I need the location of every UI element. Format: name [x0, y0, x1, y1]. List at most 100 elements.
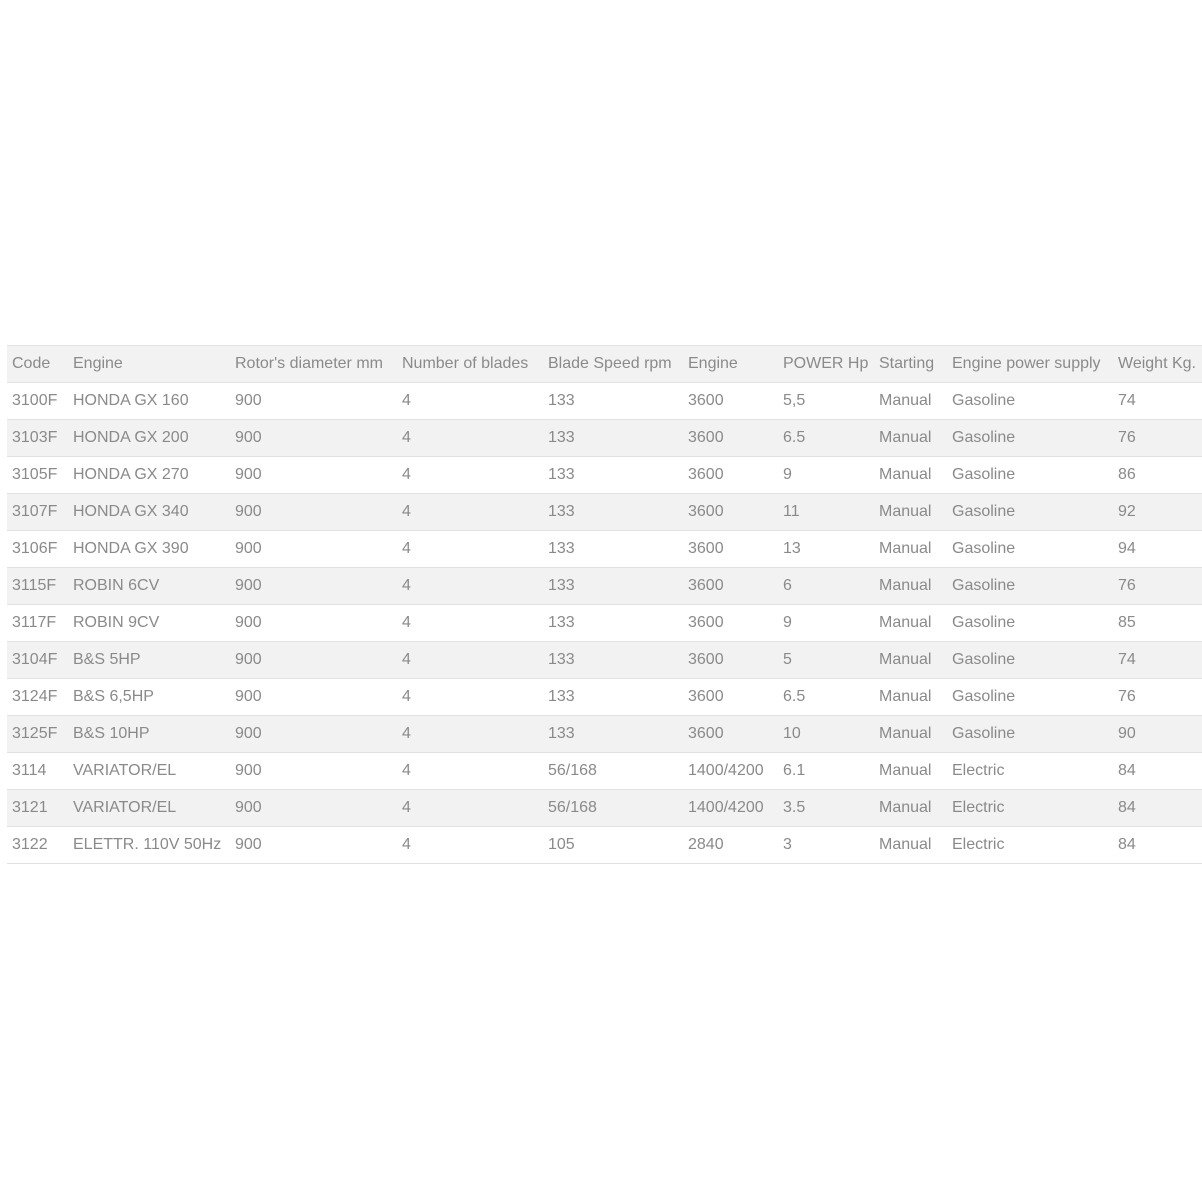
table-cell: 3115F — [7, 567, 68, 605]
table-cell: 3600 — [683, 530, 778, 568]
table-cell: 4 — [397, 567, 543, 605]
table-cell: HONDA GX 200 — [68, 419, 230, 457]
table-cell: 4 — [397, 678, 543, 716]
table-cell: 3124F — [7, 678, 68, 716]
table-cell: 133 — [543, 419, 683, 457]
column-header: Weight Kg. — [1113, 345, 1202, 383]
table-cell: 4 — [397, 826, 543, 864]
specifications-table: Code Engine Rotor's diameter mm Number of b… — [7, 345, 1202, 864]
table-cell: 3105F — [7, 456, 68, 494]
header-row: Code Engine Rotor's diameter mm Number of b… — [7, 345, 1202, 383]
table-cell: HONDA GX 270 — [68, 456, 230, 494]
table-cell: Gasoline — [947, 382, 1113, 420]
table-cell: Manual — [874, 567, 947, 605]
table-cell: Gasoline — [947, 456, 1113, 494]
table-cell: 133 — [543, 641, 683, 679]
table-cell: 4 — [397, 604, 543, 642]
table-cell: 74 — [1113, 382, 1202, 420]
table-cell: 3600 — [683, 678, 778, 716]
table-cell: HONDA GX 390 — [68, 530, 230, 568]
column-header: Code — [7, 345, 68, 383]
table-cell: 1400/4200 — [683, 752, 778, 790]
table-cell: 3600 — [683, 715, 778, 753]
table-cell: 3600 — [683, 419, 778, 457]
table-cell: Manual — [874, 604, 947, 642]
table-cell: 900 — [230, 567, 397, 605]
table-cell: 6.5 — [778, 419, 874, 457]
table-cell: Manual — [874, 641, 947, 679]
table-cell: 3114 — [7, 752, 68, 790]
table-cell: 133 — [543, 604, 683, 642]
column-header: Number of blades — [397, 345, 543, 383]
table-cell: Gasoline — [947, 567, 1113, 605]
table-cell: ELETTR. 110V 50Hz — [68, 826, 230, 864]
table-cell: 9 — [778, 604, 874, 642]
table-cell: 4 — [397, 456, 543, 494]
table-cell: 92 — [1113, 493, 1202, 531]
table-cell: 3125F — [7, 715, 68, 753]
table-cell: Manual — [874, 493, 947, 531]
table-cell: 900 — [230, 419, 397, 457]
table-row: 3121 VARIATOR/EL 900 4 56/168 1400/4200 3.5 Man… — [7, 789, 1202, 827]
table-row: 3115F ROBIN 6CV 900 4 133 3600 6 Manual Gasoline… — [7, 567, 1202, 605]
table-cell: 900 — [230, 530, 397, 568]
table-cell: 74 — [1113, 641, 1202, 679]
table-cell: 105 — [543, 826, 683, 864]
table-cell: 133 — [543, 715, 683, 753]
table-cell: Manual — [874, 382, 947, 420]
table-cell: ROBIN 6CV — [68, 567, 230, 605]
table-cell: 6.1 — [778, 752, 874, 790]
table-cell: 56/168 — [543, 789, 683, 827]
table-cell: Manual — [874, 419, 947, 457]
table-cell: 900 — [230, 678, 397, 716]
table-cell: 900 — [230, 641, 397, 679]
table-cell: 4 — [397, 493, 543, 531]
table-cell: 900 — [230, 715, 397, 753]
table-cell: Gasoline — [947, 715, 1113, 753]
table-cell: 6.5 — [778, 678, 874, 716]
table-cell: 900 — [230, 826, 397, 864]
table-cell: Electric — [947, 752, 1113, 790]
table-row: 3122 ELETTR. 110V 50Hz 900 4 105 2840 3 Manual E… — [7, 826, 1202, 864]
table-cell: 3600 — [683, 493, 778, 531]
table-cell: Manual — [874, 530, 947, 568]
table-cell: Gasoline — [947, 641, 1113, 679]
table-cell: ROBIN 9CV — [68, 604, 230, 642]
table-cell: 3103F — [7, 419, 68, 457]
table-cell: 5 — [778, 641, 874, 679]
table-cell: 3122 — [7, 826, 68, 864]
table-cell: 1400/4200 — [683, 789, 778, 827]
table-cell: Manual — [874, 789, 947, 827]
table-cell: 4 — [397, 382, 543, 420]
column-header: Engine — [683, 345, 778, 383]
table-cell: 76 — [1113, 678, 1202, 716]
table-cell: 3.5 — [778, 789, 874, 827]
table-cell: 4 — [397, 641, 543, 679]
table-cell: 3600 — [683, 641, 778, 679]
table-cell: 76 — [1113, 567, 1202, 605]
table-row: 3117F ROBIN 9CV 900 4 133 3600 9 Manual Gasoline… — [7, 604, 1202, 642]
table-cell: Manual — [874, 456, 947, 494]
table-cell: 84 — [1113, 752, 1202, 790]
table-row: 3105F HONDA GX 270 900 4 133 3600 9 Manual Gasol… — [7, 456, 1202, 494]
table-cell: 900 — [230, 789, 397, 827]
table-cell: VARIATOR/EL — [68, 752, 230, 790]
table-cell: B&S 10HP — [68, 715, 230, 753]
table-cell: 94 — [1113, 530, 1202, 568]
table-cell: Electric — [947, 826, 1113, 864]
column-header: Engine — [68, 345, 230, 383]
column-header: Rotor's diameter mm — [230, 345, 397, 383]
table-cell: 2840 — [683, 826, 778, 864]
table-row: 3103F HONDA GX 200 900 4 133 3600 6.5 Manual Gas… — [7, 419, 1202, 457]
table-cell: 11 — [778, 493, 874, 531]
table-cell: Gasoline — [947, 493, 1113, 531]
table-cell: Electric — [947, 789, 1113, 827]
column-header: Starting — [874, 345, 947, 383]
table-cell: 84 — [1113, 789, 1202, 827]
table-cell: B&S 5HP — [68, 641, 230, 679]
column-header: Engine power supply — [947, 345, 1113, 383]
table-cell: Gasoline — [947, 604, 1113, 642]
table-cell: 10 — [778, 715, 874, 753]
table-cell: 4 — [397, 752, 543, 790]
table-row: 3106F HONDA GX 390 900 4 133 3600 13 Manual Gaso… — [7, 530, 1202, 568]
